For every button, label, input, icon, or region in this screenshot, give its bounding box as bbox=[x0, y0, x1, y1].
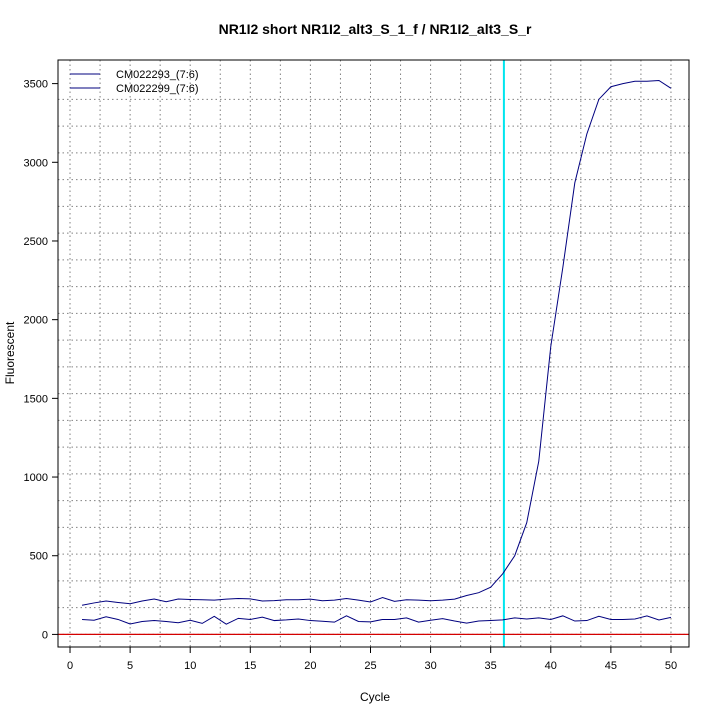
x-tick-label: 10 bbox=[184, 660, 196, 672]
x-tick-label: 40 bbox=[545, 660, 557, 672]
x-tick-label: 45 bbox=[605, 660, 617, 672]
chart-title: NR1I2 short NR1I2_alt3_S_1_f / NR1I2_alt… bbox=[219, 21, 532, 37]
y-axis-label: Fluorescent bbox=[3, 321, 17, 384]
x-axis-label: Cycle bbox=[360, 690, 390, 704]
y-tick-label: 500 bbox=[30, 551, 48, 563]
legend-label: CM022299_(7:6) bbox=[116, 83, 199, 95]
reference-lines bbox=[58, 60, 689, 647]
x-tick-label: 35 bbox=[485, 660, 497, 672]
legend: CM022293_(7:6) CM022299_(7:6) bbox=[70, 69, 199, 95]
plot-frame bbox=[57, 59, 690, 648]
y-tick-label: 2000 bbox=[24, 315, 48, 327]
x-axis: 0 5 10 15 20 25 30 35 40 45 50 bbox=[67, 647, 677, 672]
y-tick-label: 3000 bbox=[24, 157, 48, 169]
x-tick-label: 15 bbox=[244, 660, 256, 672]
legend-label: CM022293_(7:6) bbox=[116, 69, 199, 81]
x-tick-label: 30 bbox=[424, 660, 436, 672]
series-line-1 bbox=[81, 79, 672, 606]
x-tick-label: 5 bbox=[127, 660, 133, 672]
y-tick-label: 0 bbox=[42, 629, 48, 641]
y-axis: 0 500 1000 1500 2000 2500 3000 3500 bbox=[24, 79, 58, 641]
y-tick-label: 2500 bbox=[24, 236, 48, 248]
series-line-2 bbox=[82, 615, 672, 625]
x-tick-label: 20 bbox=[304, 660, 316, 672]
grid-lines bbox=[58, 60, 689, 647]
x-tick-label: 0 bbox=[67, 660, 73, 672]
y-tick-label: 3500 bbox=[24, 79, 48, 91]
x-tick-label: 25 bbox=[364, 660, 376, 672]
y-tick-label: 1500 bbox=[24, 393, 48, 405]
x-tick-label: 50 bbox=[665, 660, 677, 672]
series-lines bbox=[81, 79, 672, 625]
y-tick-label: 1000 bbox=[24, 472, 48, 484]
